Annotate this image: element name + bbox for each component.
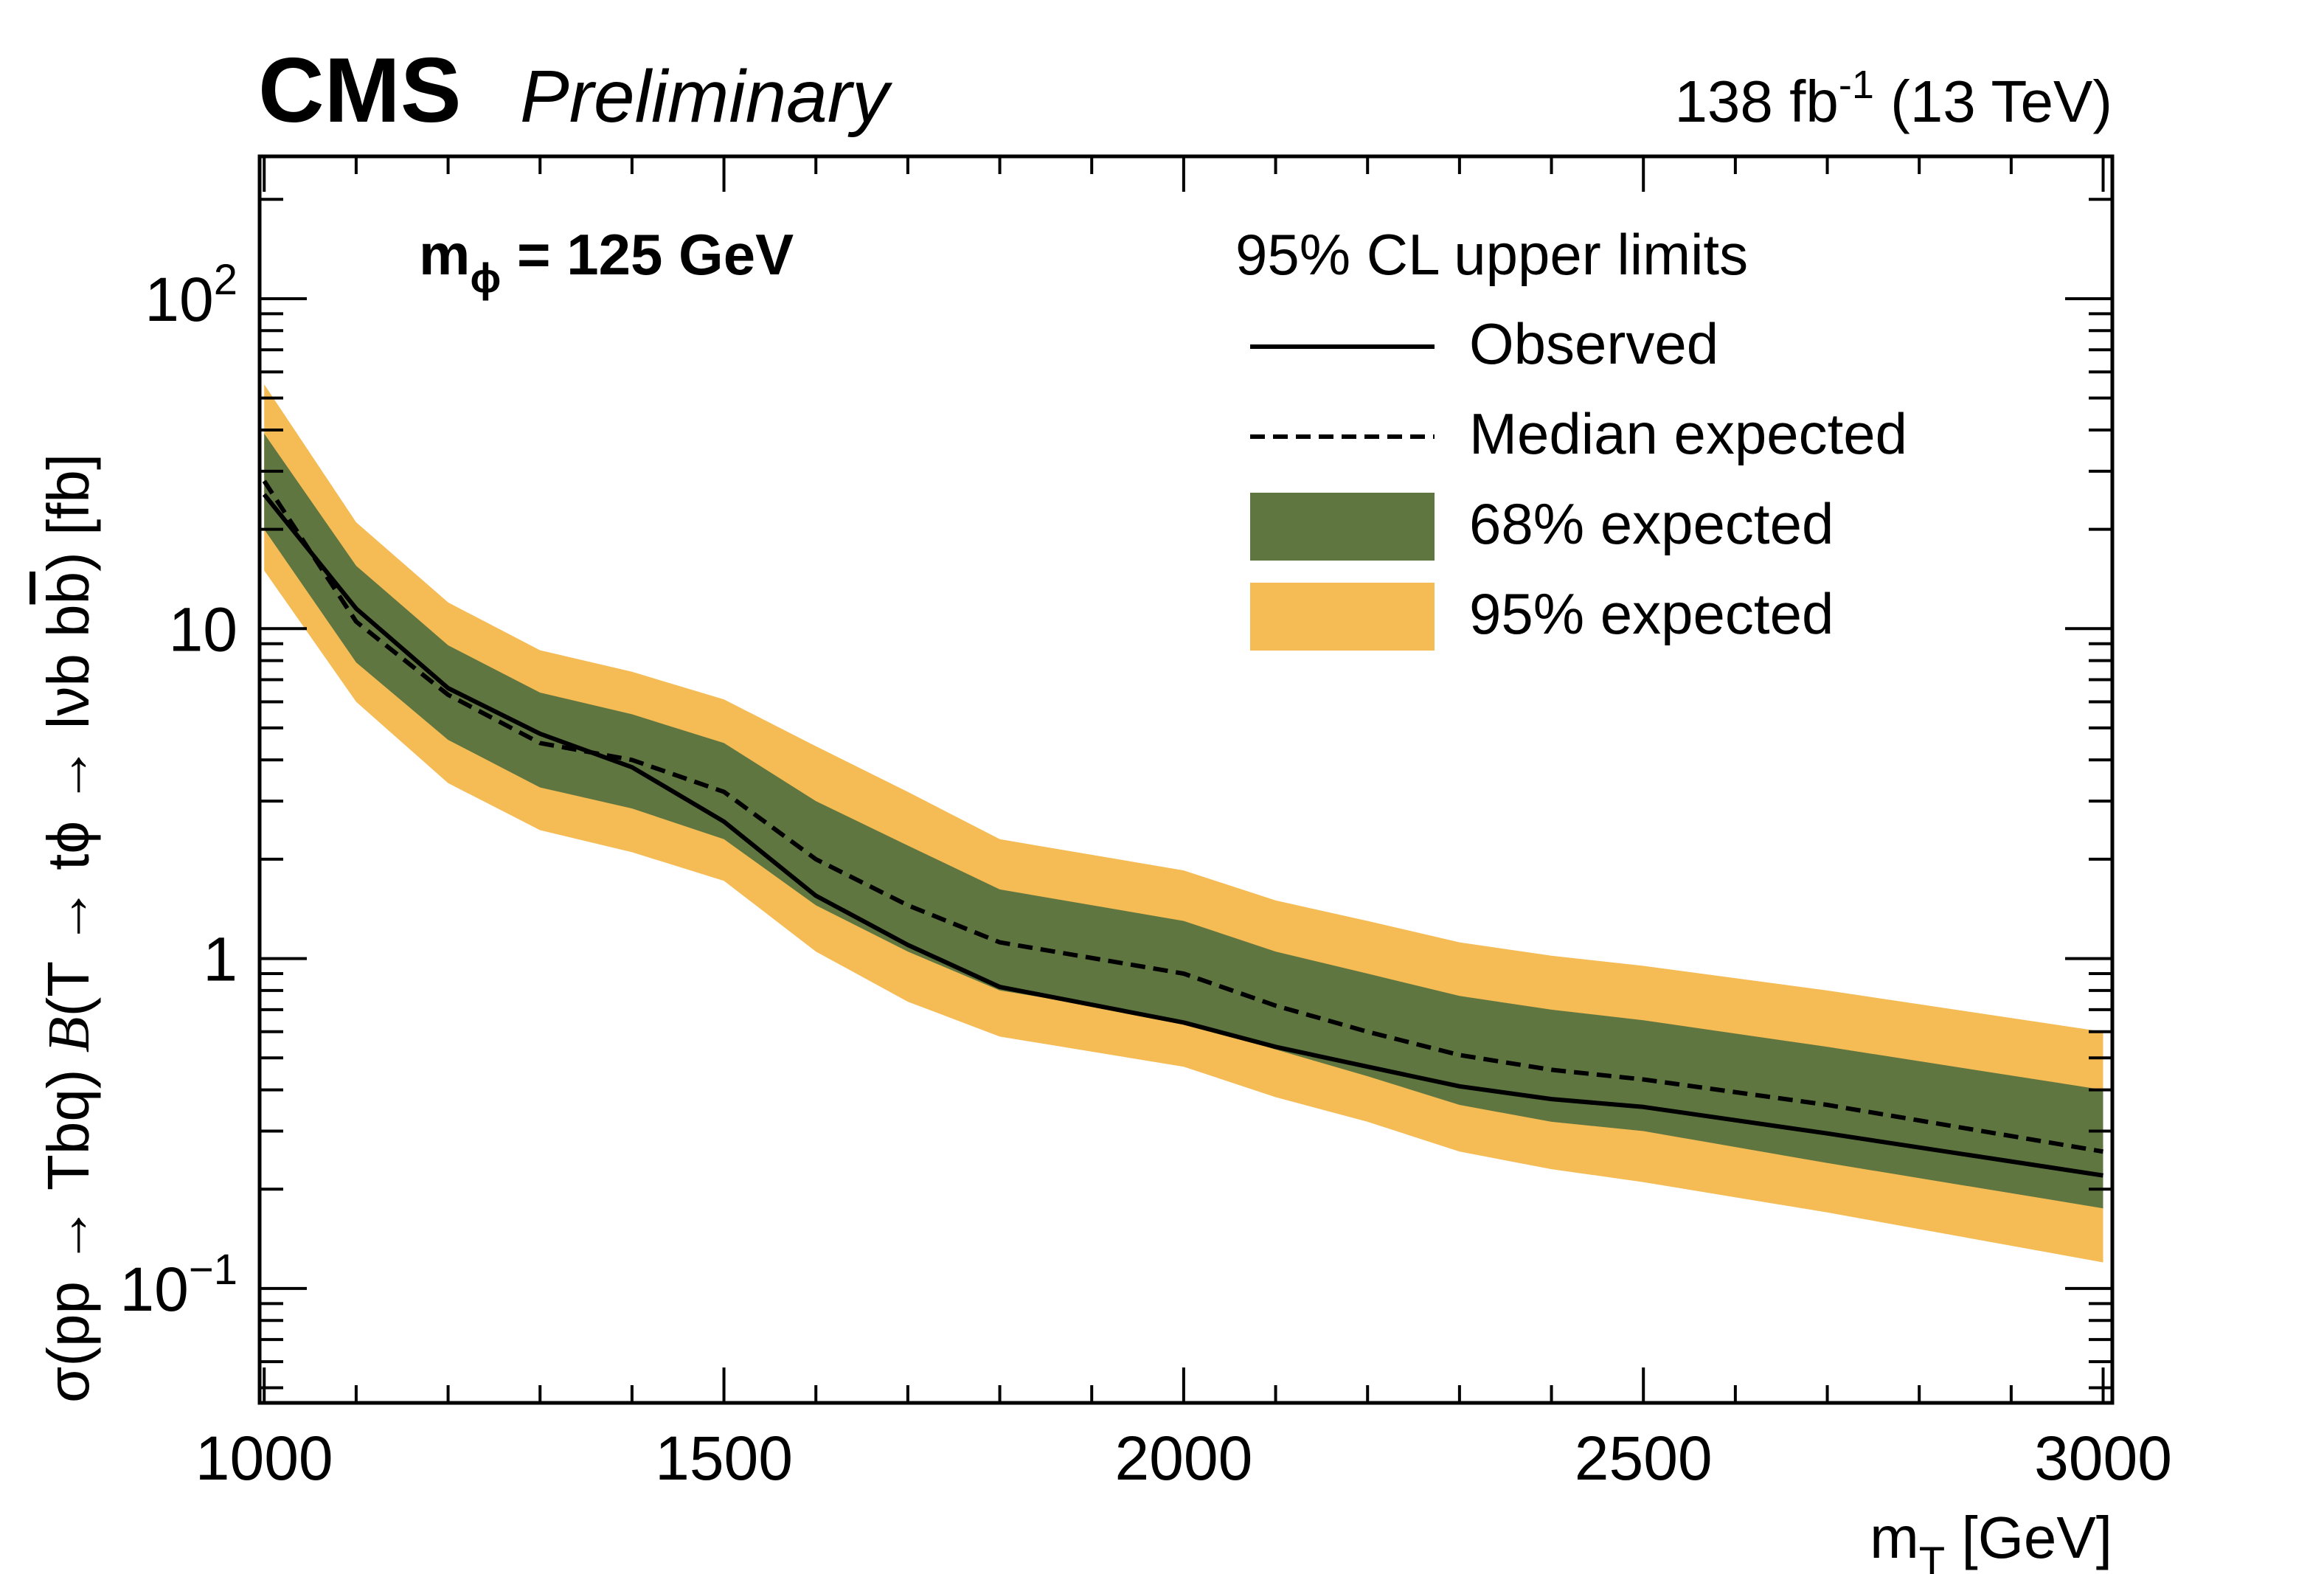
legend: 95% CL upper limits Observed Median expe… [1235, 222, 1907, 651]
legend-95-label: 95% expected [1469, 581, 1834, 646]
cms-label: CMS [258, 40, 462, 142]
luminosity-label: 138 fb-1 (13 TeV) [1674, 63, 2112, 134]
y-axis-title: σ(pp → Tbq) B(T → tϕ → lνb bb) [fb] [35, 454, 102, 1403]
legend-95-swatch [1250, 583, 1435, 651]
y-tick-label: 1 [203, 925, 237, 994]
legend-expected-label: Median expected [1469, 401, 1907, 466]
axes: 1000 1500 2000 2500 3000 10−1 1 10 102 [119, 156, 2172, 1493]
y-tick-label: 10−1 [119, 1246, 237, 1324]
legend-68-swatch [1250, 493, 1435, 561]
x-tick-label: 1000 [195, 1424, 333, 1493]
legend-title: 95% CL upper limits [1235, 222, 1748, 287]
legend-observed-label: Observed [1469, 311, 1718, 376]
x-axis-title: mT [GeV] [1870, 1505, 2112, 1574]
median-expected-line [262, 479, 2104, 1154]
observed-line [262, 493, 2103, 1178]
band-68-expected [264, 433, 2103, 1209]
x-tick-label: 3000 [2034, 1424, 2172, 1493]
x-tick-label: 1500 [655, 1424, 793, 1493]
y-tick-label: 10 [169, 594, 237, 664]
preliminary-label: Preliminary [520, 55, 893, 138]
y-tick-label: 102 [145, 256, 237, 334]
x-tick-label: 2500 [1575, 1424, 1713, 1493]
x-tick-label: 2000 [1114, 1424, 1252, 1493]
plot-area [262, 384, 2104, 1263]
mphi-annotation: mϕ = 125 GeV [419, 222, 794, 301]
plot-frame [257, 154, 2115, 1405]
legend-68-label: 68% expected [1469, 491, 1834, 556]
